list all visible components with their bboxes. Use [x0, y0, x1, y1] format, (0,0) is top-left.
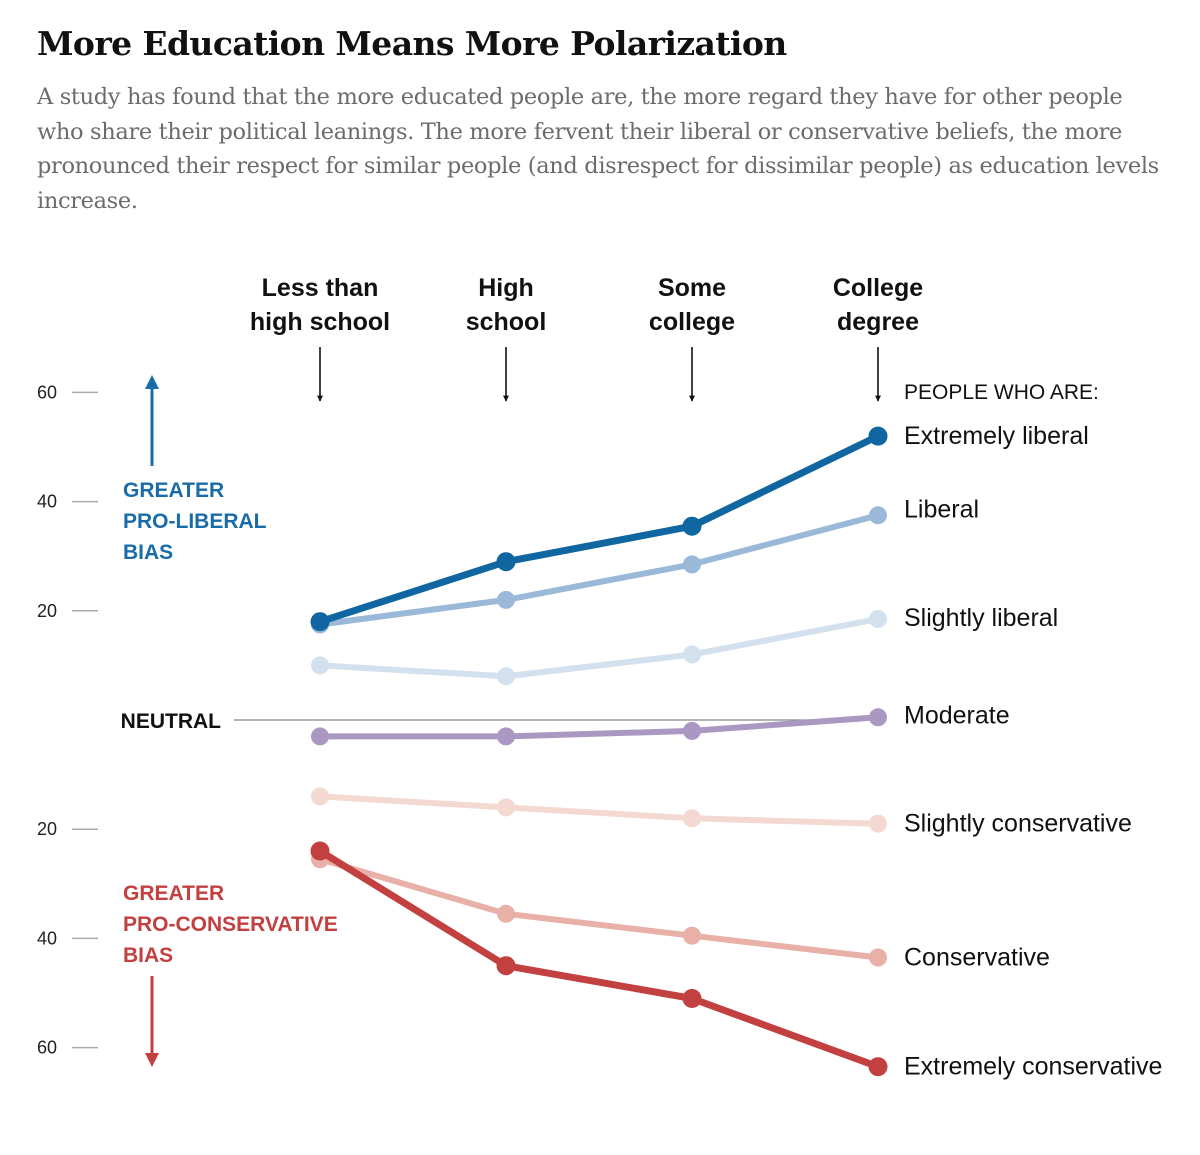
point-conservative-1 [497, 904, 515, 923]
point-liberal-2 [683, 555, 701, 574]
liberal-arrow-head [145, 375, 159, 389]
series-line-conservative [317, 856, 881, 961]
series-line-extremely-liberal [316, 432, 882, 626]
point-moderate-3 [869, 708, 887, 727]
point-slightly-conservative-3 [869, 814, 887, 833]
point-moderate-1 [497, 727, 515, 746]
point-moderate-0 [311, 727, 329, 746]
point-conservative-3 [869, 948, 887, 967]
category-label-2: Some college [649, 274, 735, 336]
point-liberal-3 [869, 506, 887, 525]
point-slightly-liberal-3 [869, 610, 887, 628]
series-slightly-conservative [311, 787, 887, 833]
point-extremely-liberal-0 [310, 612, 330, 632]
liberal-bias-label: GREATER PRO-LIBERAL BIAS [123, 479, 267, 564]
series-slightly-liberal [311, 610, 887, 686]
point-slightly-liberal-1 [497, 667, 515, 686]
point-extremely-liberal-2 [682, 516, 702, 536]
neutral-label: NEUTRAL [121, 710, 221, 733]
y-tick-label-4: 40 [37, 928, 57, 948]
series-conservative [311, 850, 887, 967]
point-liberal-1 [497, 590, 515, 609]
series-line-extremely-conservative [316, 847, 882, 1071]
chart-title: More Education Means More Polarization [37, 24, 787, 63]
point-extremely-liberal-3 [868, 426, 888, 446]
series-label-moderate: Moderate [904, 701, 1010, 729]
x-categories: Less than high school High school Some colleg… [250, 274, 923, 402]
point-extremely-conservative-1 [496, 956, 516, 976]
point-moderate-2 [683, 721, 701, 740]
category-label-1: High school [466, 274, 547, 336]
point-slightly-liberal-0 [311, 656, 329, 675]
series-line-liberal [317, 512, 881, 628]
point-conservative-2 [683, 926, 701, 945]
point-extremely-liberal-1 [496, 552, 516, 572]
series-line-slightly-liberal [317, 616, 881, 680]
point-extremely-conservative-2 [682, 989, 702, 1008]
y-tick-label-0: 60 [37, 382, 57, 402]
series-label-conservative: Conservative [904, 944, 1050, 972]
series-label-extremely-liberal: Extremely liberal [904, 422, 1089, 450]
series-label-liberal: Liberal [904, 495, 979, 523]
y-axis: 60 40 20 20 40 60 [37, 382, 98, 1058]
series-liberal [311, 506, 887, 634]
conservative-arrow-head [145, 1053, 159, 1067]
point-slightly-conservative-2 [683, 809, 701, 828]
category-label-3: College degree [833, 274, 923, 336]
y-tick-label-5: 60 [37, 1038, 57, 1058]
series-label-extremely-conservative: Extremely conservative [904, 1053, 1162, 1081]
series-extremely-liberal [310, 426, 888, 632]
category-label-0: Less than high school [250, 274, 390, 336]
series-extremely-conservative [310, 841, 888, 1077]
series-label-slightly-liberal: Slightly liberal [904, 604, 1058, 632]
y-tick-label-2: 20 [37, 601, 57, 621]
y-tick-label-3: 20 [37, 819, 57, 839]
series-label-slightly-conservative: Slightly conservative [904, 810, 1132, 838]
point-slightly-conservative-1 [497, 798, 515, 817]
chart-subtitle: A study has found that the more educated… [37, 84, 1159, 214]
point-extremely-conservative-0 [310, 841, 330, 861]
point-extremely-conservative-3 [868, 1057, 888, 1077]
y-tick-label-1: 40 [37, 492, 57, 512]
legend: PEOPLE WHO ARE: Slightly conservative Sli… [904, 381, 1162, 1081]
series-line-moderate [317, 714, 881, 740]
series-line-slightly-conservative [317, 793, 881, 827]
legend-header: PEOPLE WHO ARE: [904, 381, 1099, 404]
bias-annotations: GREATER PRO-LIBERAL BIAS GREATER PRO-CONSERV… [123, 375, 338, 1067]
series-lines [310, 426, 888, 1077]
series-moderate [311, 708, 887, 746]
point-slightly-liberal-2 [683, 645, 701, 664]
conservative-bias-label: GREATER PRO-CONSERVATIVE BIAS [123, 882, 338, 967]
point-slightly-conservative-0 [311, 787, 329, 806]
